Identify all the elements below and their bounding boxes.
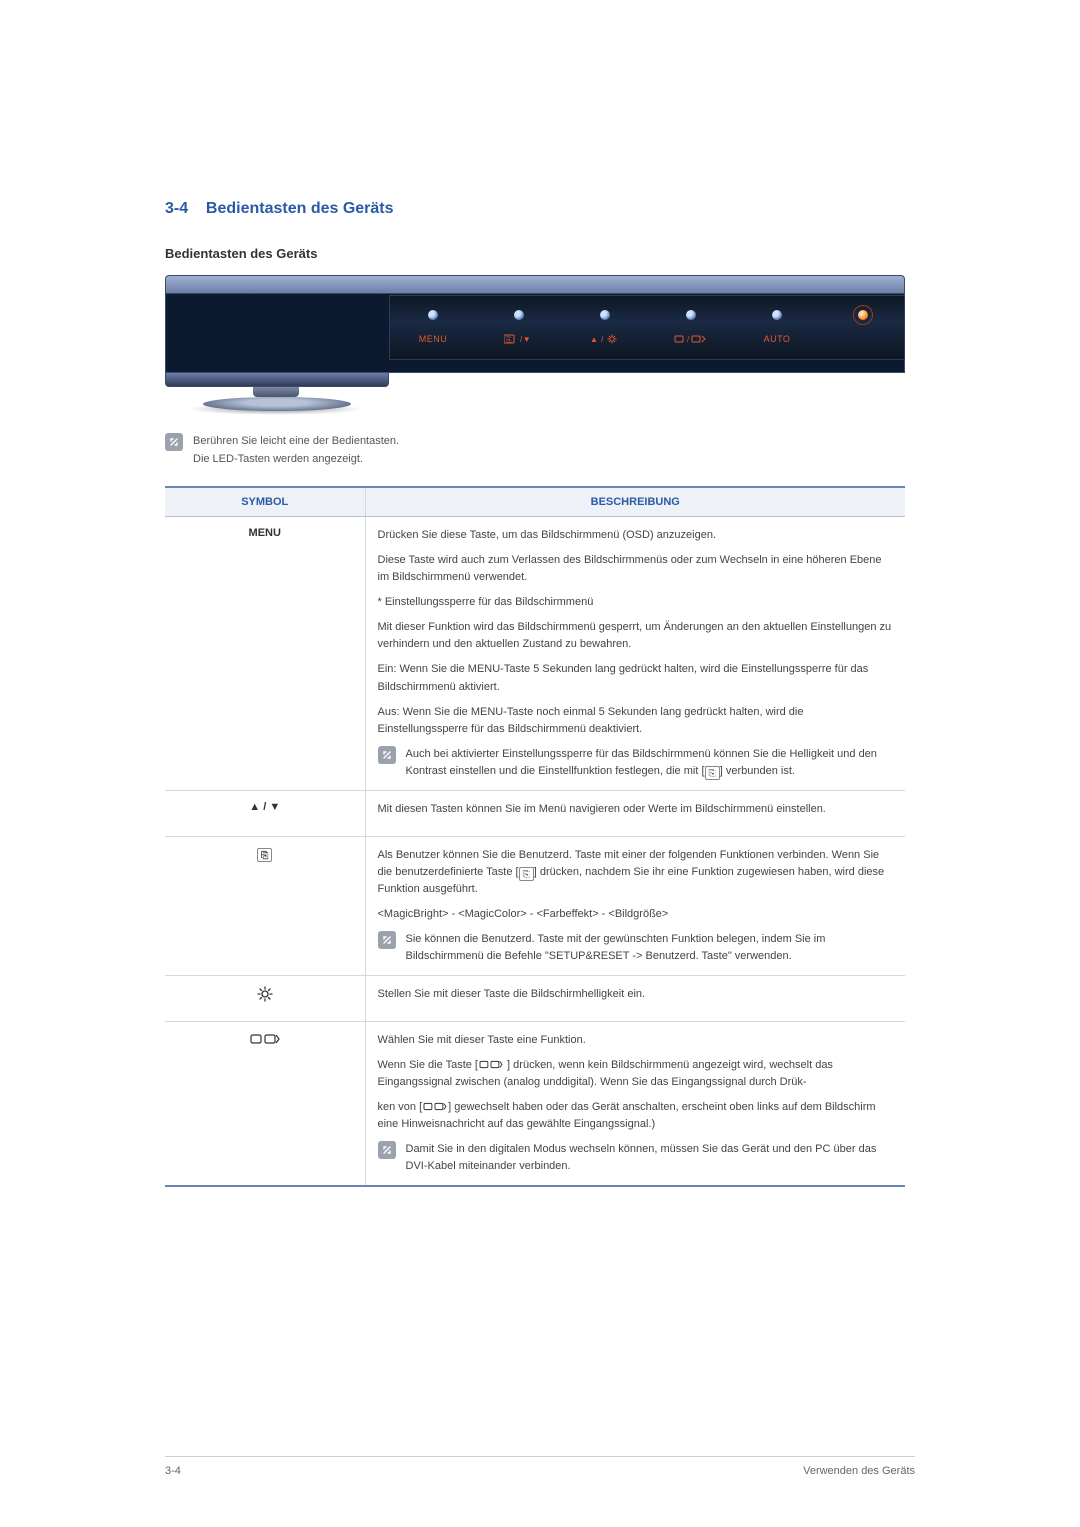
panel-button-label: /	[648, 334, 734, 346]
desc-cell: Als Benutzer können Sie die Benutzerd. T…	[365, 836, 905, 975]
monitor-stand-base	[203, 397, 351, 411]
table-row: Stellen Sie mit dieser Taste die Bildsch…	[165, 976, 905, 1022]
desc-para: Mit dieser Funktion wird das Bildschirmm…	[378, 619, 894, 653]
desc-para: Drücken Sie diese Taste, um das Bildschi…	[378, 527, 894, 544]
section-number: 3-4	[165, 200, 188, 217]
power-ring-icon	[853, 305, 873, 325]
panel-button-label: ▲ /	[562, 334, 648, 346]
subheading: Bedientasten des Geräts	[165, 246, 915, 261]
source-icon	[478, 1059, 504, 1070]
inline-note-text: Sie können die Benutzerd. Taste mit der …	[406, 931, 894, 965]
col-symbol-header: SYMBOL	[165, 487, 365, 517]
button-led-icon	[514, 310, 524, 320]
svg-text:/: /	[687, 335, 690, 344]
panel-button-label: ⎘ /▼	[476, 334, 562, 346]
monitor-bezel-bottom	[165, 373, 389, 387]
desc-para: <MagicBright> - <MagicColor> - <Farbeffe…	[378, 906, 894, 923]
svg-text:▲ /: ▲ /	[590, 335, 604, 344]
desc-cell: Mit diesen Tasten können Sie im Menü nav…	[365, 790, 905, 836]
table-header-row: SYMBOL BESCHREIBUNG	[165, 487, 905, 517]
note-line: Die LED-Tasten werden angezeigt.	[193, 451, 399, 469]
inline-note-text: Auch bei aktivierter Einstellungssperre …	[406, 746, 894, 780]
symbol-cell-source	[165, 1022, 365, 1187]
svg-text:/▼: /▼	[520, 335, 531, 344]
page-footer: 3-4 Verwenden des Geräts	[165, 1456, 915, 1477]
button-led-icon	[428, 310, 438, 320]
info-note-text: Berühren Sie leicht eine der Bedientaste…	[193, 433, 399, 468]
monitor-stand-neck	[253, 387, 299, 397]
symbol-cell-arrows: ▲ / ▼	[165, 790, 365, 836]
inline-note-text: Damit Sie in den digitalen Modus wechsel…	[406, 1141, 894, 1175]
panel-button-up-bright: ▲ /	[562, 296, 648, 361]
button-led-icon	[600, 310, 610, 320]
symbol-table: SYMBOL BESCHREIBUNG MENU Drücken Sie die…	[165, 486, 905, 1187]
info-icon	[378, 1141, 396, 1159]
desc-cell: Drücken Sie diese Taste, um das Bildschi…	[365, 517, 905, 791]
section-title: Bedientasten des Geräts	[206, 200, 394, 217]
button-led-icon	[686, 310, 696, 320]
custom-key-icon: ⎘	[257, 848, 272, 862]
table-row: ⎘ Als Benutzer können Sie die Benutzerd.…	[165, 836, 905, 975]
info-icon	[165, 433, 183, 451]
info-icon	[378, 746, 396, 764]
desc-cell: Stellen Sie mit dieser Taste die Bildsch…	[365, 976, 905, 1022]
desc-para: Wählen Sie mit dieser Taste eine Funktio…	[378, 1032, 894, 1049]
panel-button-custom: ⎘ /▼	[476, 296, 562, 361]
desc-cell: Wählen Sie mit dieser Taste eine Funktio…	[365, 1022, 905, 1187]
monitor-bezel-top	[165, 275, 905, 293]
info-note: Berühren Sie leicht eine der Bedientaste…	[165, 433, 915, 468]
footer-page-ref: 3-4	[165, 1465, 181, 1477]
desc-para: ken von [] gewechselt haben oder das Ger…	[378, 1099, 894, 1133]
inline-note: Sie können die Benutzerd. Taste mit der …	[378, 931, 894, 965]
button-led-icon	[772, 310, 782, 320]
symbol-cell-custom: ⎘	[165, 836, 365, 975]
desc-para: Stellen Sie mit dieser Taste die Bildsch…	[378, 986, 894, 1003]
desc-para: Diese Taste wird auch zum Verlassen des …	[378, 552, 894, 586]
desc-para: Als Benutzer können Sie die Benutzerd. T…	[378, 847, 894, 898]
col-desc-header: BESCHREIBUNG	[365, 487, 905, 517]
symbol-cell-menu: MENU	[165, 517, 365, 791]
inline-note: Damit Sie in den digitalen Modus wechsel…	[378, 1141, 894, 1175]
desc-para: Wenn Sie die Taste [ ] drücken, wenn kei…	[378, 1057, 894, 1091]
table-row: Wählen Sie mit dieser Taste eine Funktio…	[165, 1022, 905, 1187]
note-line: Berühren Sie leicht eine der Bedientaste…	[193, 433, 399, 451]
info-icon	[378, 931, 396, 949]
custom-key-icon: ⎘	[705, 766, 720, 780]
symbol-cell-brightness	[165, 976, 365, 1022]
section-heading: 3-4 Bedientasten des Geräts	[165, 200, 915, 218]
inline-note: Auch bei aktivierter Einstellungssperre …	[378, 746, 894, 780]
footer-section-name: Verwenden des Geräts	[803, 1465, 915, 1477]
panel-button-menu: MENU	[390, 296, 476, 361]
panel-button-power	[820, 296, 906, 361]
desc-para: Aus: Wenn Sie die MENU-Taste noch einmal…	[378, 704, 894, 738]
source-icon	[250, 1032, 280, 1046]
table-row: MENU Drücken Sie diese Taste, um das Bil…	[165, 517, 905, 791]
table-row: ▲ / ▼ Mit diesen Tasten können Sie im Me…	[165, 790, 905, 836]
panel-button-label: MENU	[390, 334, 476, 344]
svg-text:⎘: ⎘	[506, 336, 512, 344]
product-illustration: SAMSUNG MENU ⎘ /▼ ▲ /	[165, 275, 905, 415]
panel-button-label: AUTO	[734, 334, 820, 344]
panel-button-source: /	[648, 296, 734, 361]
custom-key-icon: ⎘	[519, 867, 534, 881]
brightness-icon	[257, 986, 273, 1002]
source-icon	[422, 1101, 448, 1112]
desc-para: * Einstellungssperre für das Bildschirmm…	[378, 594, 894, 611]
desc-para: Mit diesen Tasten können Sie im Menü nav…	[378, 801, 894, 818]
panel-button-auto: AUTO	[734, 296, 820, 361]
desc-para: Ein: Wenn Sie die MENU-Taste 5 Sekunden …	[378, 661, 894, 695]
button-strip: MENU ⎘ /▼ ▲ /	[389, 295, 905, 360]
